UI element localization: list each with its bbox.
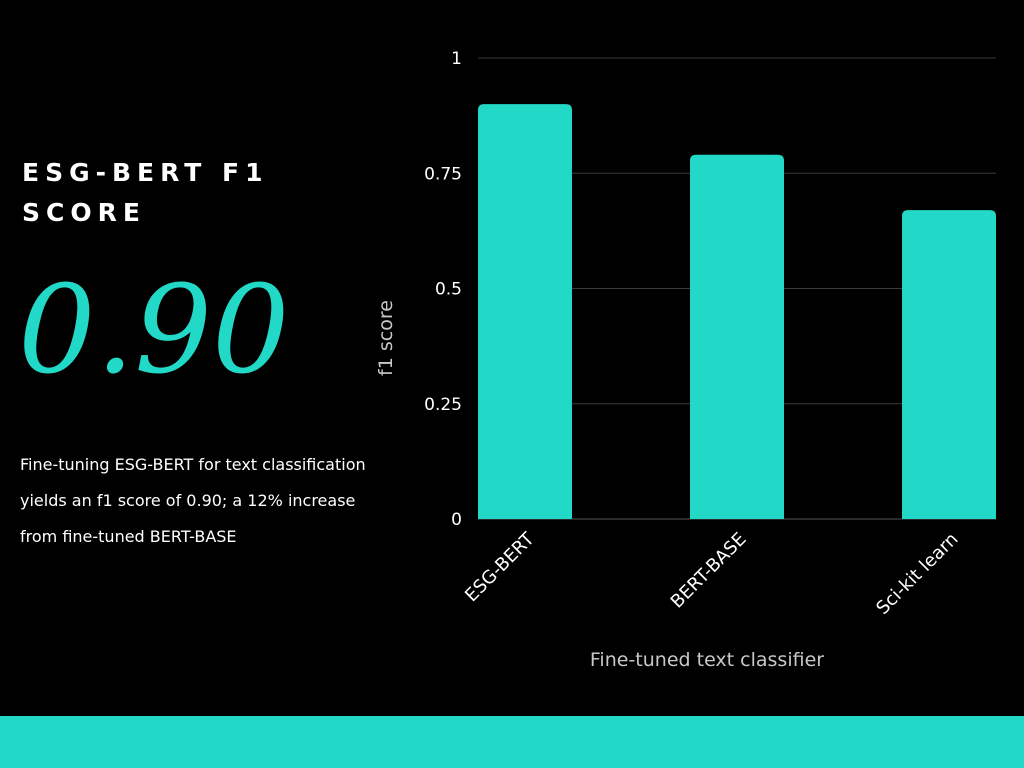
bars bbox=[478, 104, 996, 519]
x-tick-labels: ESG-BERT BERT-BASE Sci-kit learn bbox=[461, 528, 962, 619]
accent-footer-band bbox=[0, 716, 1024, 768]
y-tick-label: 0.25 bbox=[424, 395, 462, 415]
bar-chart: 0 0.25 0.5 0.75 1 ESG-BERT BERT-BASE Sci-kit l… bbox=[375, 49, 996, 671]
y-tick-label: 1 bbox=[451, 49, 462, 69]
y-tick-label: 0.5 bbox=[435, 280, 462, 300]
description-text: Fine-tuning ESG-BERT for text classifica… bbox=[20, 455, 366, 546]
x-tick-label: Sci-kit learn bbox=[872, 529, 962, 619]
y-tick-label: 0.75 bbox=[424, 164, 462, 184]
headline-score: 0.90 bbox=[18, 259, 290, 401]
bar-esg-bert bbox=[478, 104, 572, 519]
x-tick-label: BERT-BASE bbox=[667, 529, 751, 613]
y-tick-labels: 0 0.25 0.5 0.75 1 bbox=[424, 49, 462, 530]
chart-headline: ESG-BERT f1 score bbox=[22, 158, 269, 227]
y-tick-label: 0 bbox=[451, 510, 462, 530]
y-axis-title: f1 score bbox=[375, 300, 397, 376]
x-tick-label: ESG-BERT bbox=[461, 528, 539, 606]
bar-sci-kit-learn bbox=[902, 210, 996, 519]
bar-bert-base bbox=[690, 154, 784, 519]
x-axis-title: Fine-tuned text classifier bbox=[590, 649, 824, 671]
